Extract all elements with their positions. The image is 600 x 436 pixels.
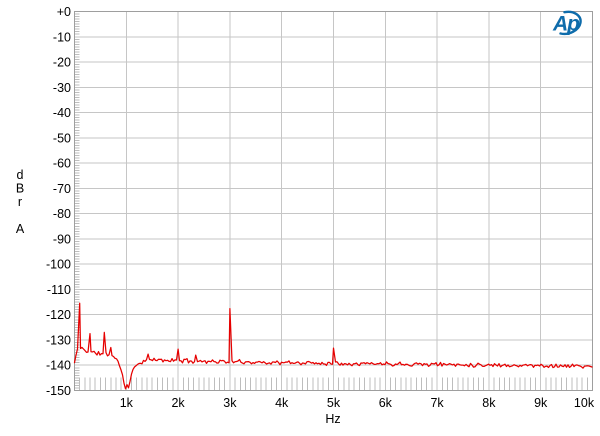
gridlines	[74, 11, 593, 391]
y-tick-label: -50	[53, 131, 71, 145]
y-unit-char: d	[17, 168, 24, 182]
y-axis-tick-labels: +0 -10 -20 -30 -40 -50 -60 -70 -80 -90 -100 -110 -12…	[46, 5, 71, 398]
y-tick-label: -10	[53, 30, 71, 44]
fft-noise-floor-trace	[73, 302, 593, 390]
y-tick-label: -130	[46, 333, 71, 347]
x-tick-label: 8k	[482, 396, 496, 410]
y-unit-char: A	[16, 222, 25, 236]
x-tick-label: 7k	[430, 396, 444, 410]
y-tick-label: -60	[53, 157, 71, 171]
y-tick-label: +0	[57, 5, 71, 19]
logo-swoosh-icon	[559, 10, 582, 36]
x-axis-unit-label: Hz	[325, 412, 340, 426]
axis-minor-ticks	[74, 13, 588, 391]
x-tick-label: 6k	[379, 396, 393, 410]
x-tick-label: 9k	[534, 396, 548, 410]
audio-precision-logo: Ap	[552, 10, 582, 36]
x-tick-label: 4k	[275, 396, 289, 410]
logo-text: Ap	[552, 13, 580, 36]
x-tick-label: 2k	[171, 396, 185, 410]
trace-layer	[73, 302, 593, 390]
y-tick-label: -70	[53, 182, 71, 196]
x-axis-tick-labels: 1k 2k 3k 4k 5k 6k 7k 8k 9k 10k	[120, 396, 595, 410]
x-tick-label: 5k	[327, 396, 341, 410]
x-tick-label: 1k	[120, 396, 134, 410]
y-tick-label: -30	[53, 81, 71, 95]
x-tick-label: 3k	[223, 396, 237, 410]
y-tick-label: -140	[46, 359, 71, 373]
y-tick-label: -80	[53, 207, 71, 221]
y-tick-label: -100	[46, 258, 71, 272]
y-tick-label: -40	[53, 106, 71, 120]
y-tick-label: -150	[46, 384, 71, 398]
y-unit-char: B	[16, 182, 24, 196]
y-tick-label: -120	[46, 308, 71, 322]
plot-border	[74, 11, 593, 391]
x-tick-label: 10k	[574, 396, 595, 410]
y-tick-label: -20	[53, 56, 71, 70]
y-tick-label: -110	[47, 283, 71, 297]
y-unit-char: r	[18, 195, 22, 209]
y-tick-label: -90	[53, 232, 71, 246]
